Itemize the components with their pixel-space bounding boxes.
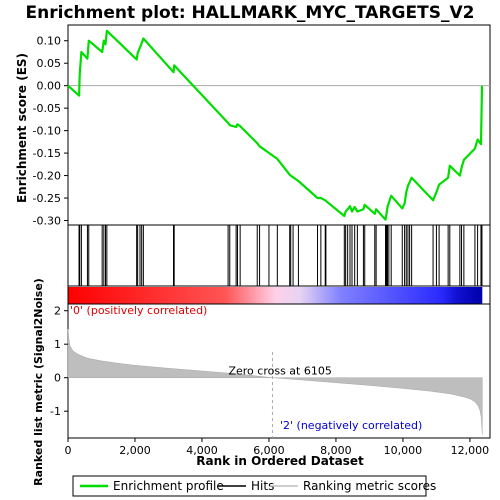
metric-panel: Zero cross at 6105 '0' (positively correl…: [50, 303, 491, 457]
chart-title: Enrichment plot: HALLMARK_MYC_TARGETS_V2: [26, 3, 475, 23]
x-tick-label: 10,000: [384, 444, 423, 457]
legend-box: [72, 475, 427, 497]
legend-label: Hits: [251, 479, 274, 493]
enrichment-profile-line: [67, 29, 484, 221]
legend-label: Enrichment profile: [113, 479, 224, 493]
es-ytick-label: -0.25: [33, 192, 61, 205]
x-tick-label: 4,000: [186, 444, 218, 457]
es-ytick-label: -0.10: [33, 125, 61, 138]
positive-correlation-label: '0' (positively correlated): [70, 304, 207, 317]
hits-frame: [67, 224, 491, 287]
metric-ytick-label: 1: [54, 338, 61, 351]
es-ytick-label: 0.00: [37, 80, 62, 93]
es-axis-label: Enrichment score (ES): [15, 53, 29, 203]
metric-ytick-label: -1: [50, 405, 61, 418]
hits-panel: [67, 224, 491, 287]
x-axis-label: Rank in Ordered Dataset: [196, 454, 364, 468]
es-ytick-label: -0.15: [33, 147, 61, 160]
es-ytick-label: -0.05: [33, 102, 61, 115]
x-tick-label: 12,000: [451, 444, 490, 457]
es-panel: 0.10 0.05 0.00 -0.05 -0.10 -0.15 -0.20 -0.25 -0.…: [33, 24, 491, 228]
metric-ytick-label: 0: [54, 372, 61, 385]
negative-correlation-label: '2' (negatively correlated): [280, 419, 422, 432]
es-ytick-label: 0.10: [37, 35, 62, 48]
rank-color-bar: [68, 287, 483, 304]
x-tick-label: 2,000: [119, 444, 151, 457]
es-ytick-label: -0.20: [33, 170, 61, 183]
x-tick-label: 0: [65, 444, 72, 457]
x-tick-label: 6,000: [253, 444, 285, 457]
es-ytick-label: -0.30: [33, 215, 61, 228]
metric-ytick-label: 2: [54, 305, 61, 318]
legend: Enrichment profile Hits Ranking metric sco…: [72, 475, 436, 497]
x-tick-label: 8,000: [320, 444, 352, 457]
metric-axis-label: Ranked list metric (Signal2Noise): [32, 278, 45, 486]
es-ytick-label: 0.05: [37, 57, 62, 70]
ranking-metric-area: [67, 329, 483, 435]
legend-label: Ranking metric scores: [303, 479, 436, 493]
zero-cross-label: Zero cross at 6105: [228, 365, 331, 378]
es-frame: [67, 24, 491, 226]
